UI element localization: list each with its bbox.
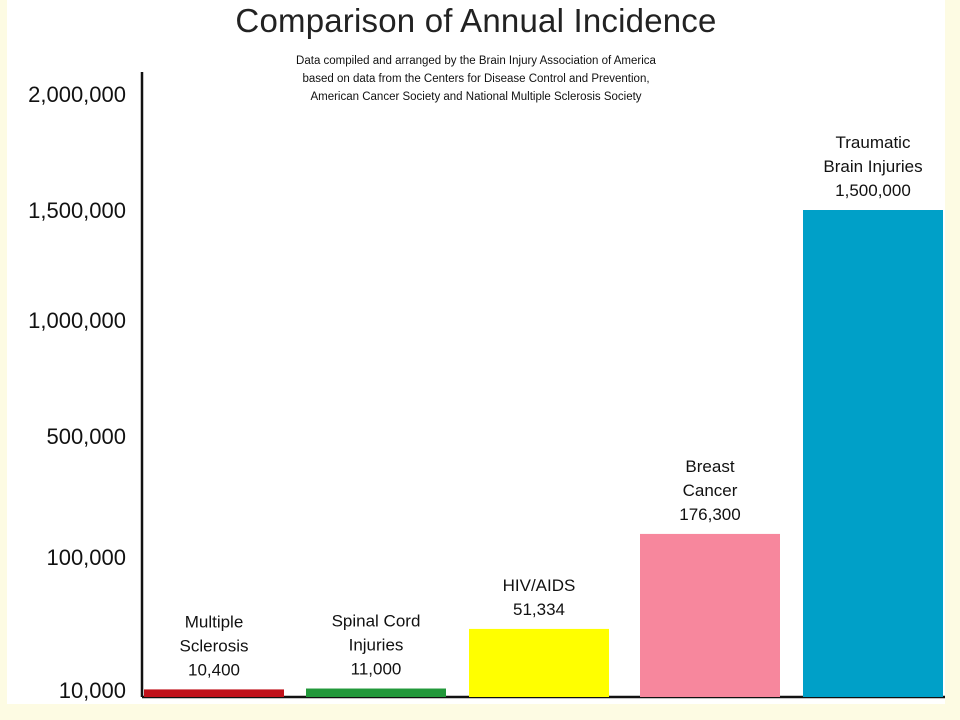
bar-value-label: 51,334 [513, 600, 565, 619]
bar-category-label: Cancer [683, 481, 738, 500]
bar [306, 688, 446, 697]
bar-category-label: Sclerosis [180, 636, 249, 655]
bar-category-label: Breast [685, 457, 734, 476]
bar-category-label: Injuries [349, 636, 404, 655]
subtitle-line-2: based on data from the Centers for Disea… [302, 73, 650, 85]
bar-value-label: 11,000 [351, 660, 402, 679]
chart-panel: Comparison of Annual Incidence Data comp… [7, 0, 945, 704]
bar-value-label: 1,500,000 [835, 181, 911, 200]
bar [803, 210, 943, 697]
y-tick-label: 2,000,000 [28, 82, 126, 107]
bar [144, 689, 284, 697]
subtitle-line-3: American Cancer Society and National Mul… [310, 91, 642, 103]
y-tick-label: 100,000 [46, 545, 126, 570]
chart-title: Comparison of Annual Incidence [235, 2, 717, 39]
bar-category-label: Spinal Cord [332, 612, 421, 631]
bar [640, 533, 780, 697]
bar-category-label: HIV/AIDS [503, 576, 576, 595]
y-tick-label: 1,500,000 [28, 198, 126, 223]
subtitle-line-1: Data compiled and arranged by the Brain … [296, 55, 656, 67]
chart-subtitle: Data compiled and arranged by the Brain … [7, 52, 945, 106]
bar [469, 628, 609, 697]
bar-value-label: 176,300 [679, 505, 740, 524]
y-tick-label: 1,000,000 [28, 308, 126, 333]
bar-category-label: Traumatic [836, 133, 911, 152]
y-tick-label: 10,000 [59, 678, 126, 703]
y-tick-label: 500,000 [46, 424, 126, 449]
bar-category-label: Multiple [185, 612, 244, 631]
bar-category-label: Brain Injuries [823, 157, 922, 176]
bar-value-label: 10,400 [188, 660, 240, 679]
